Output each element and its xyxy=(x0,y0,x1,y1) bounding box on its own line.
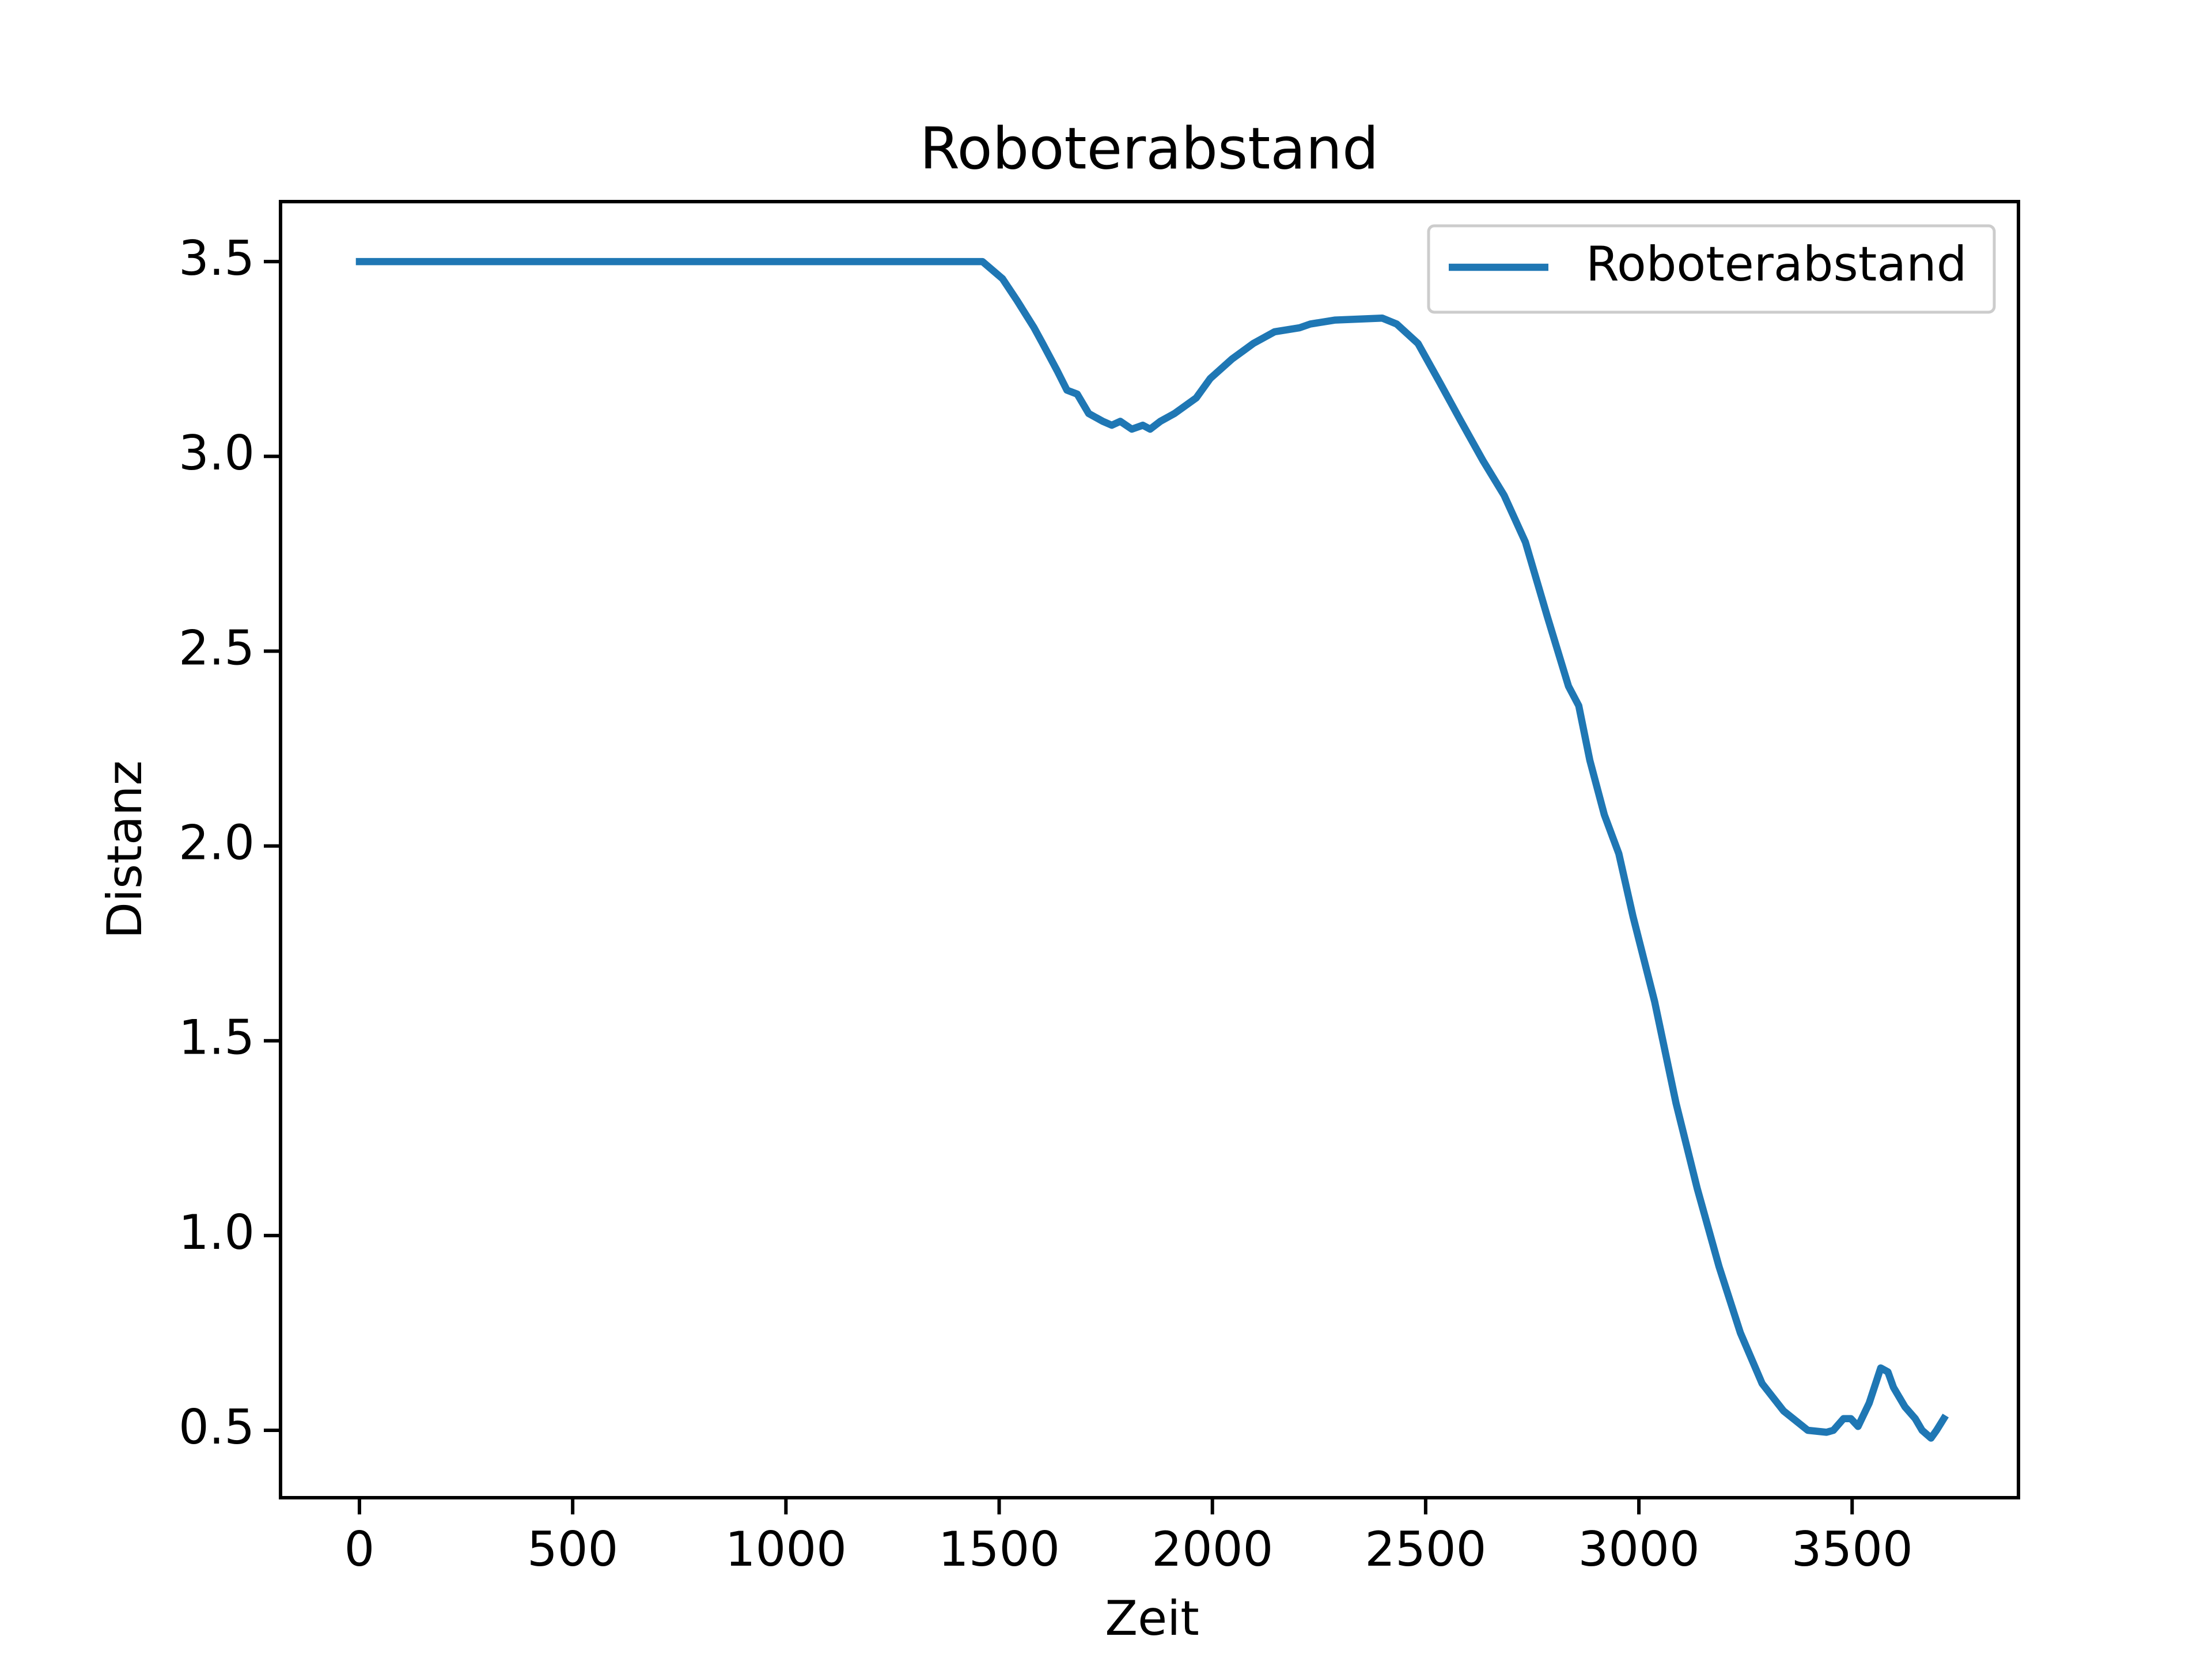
line xyxy=(355,257,1949,1442)
x-tick-label: 0 xyxy=(344,1521,375,1577)
x-tick-label: 500 xyxy=(527,1521,618,1577)
legend-box xyxy=(1427,224,1996,314)
y-tick-label: 2.0 xyxy=(179,815,255,871)
x-tick-label: 1000 xyxy=(725,1521,847,1577)
chart-title: Roboterabstand xyxy=(920,115,1379,182)
legend-label: Roboterabstand xyxy=(1586,236,1967,292)
y-tick-label: 3.0 xyxy=(179,425,255,481)
x-tick-label: 2500 xyxy=(1365,1521,1486,1577)
x-tick-label: 3000 xyxy=(1578,1521,1699,1577)
x-tick-label: 3500 xyxy=(1791,1521,1913,1577)
y-tick-label: 3.5 xyxy=(179,230,255,286)
y-axis-label: Distanz xyxy=(97,760,153,939)
y-tick-label: 0.5 xyxy=(179,1399,255,1455)
y-tick-label: 1.0 xyxy=(179,1205,255,1260)
plot-frame xyxy=(279,200,2020,1499)
x-tick-label: 1500 xyxy=(938,1521,1060,1577)
y-tick-label: 2.5 xyxy=(179,620,255,676)
x-tick-label: 2000 xyxy=(1152,1521,1273,1577)
x-axis-label: Zeit xyxy=(1105,1590,1199,1646)
y-tick-label: 1.5 xyxy=(179,1010,255,1066)
